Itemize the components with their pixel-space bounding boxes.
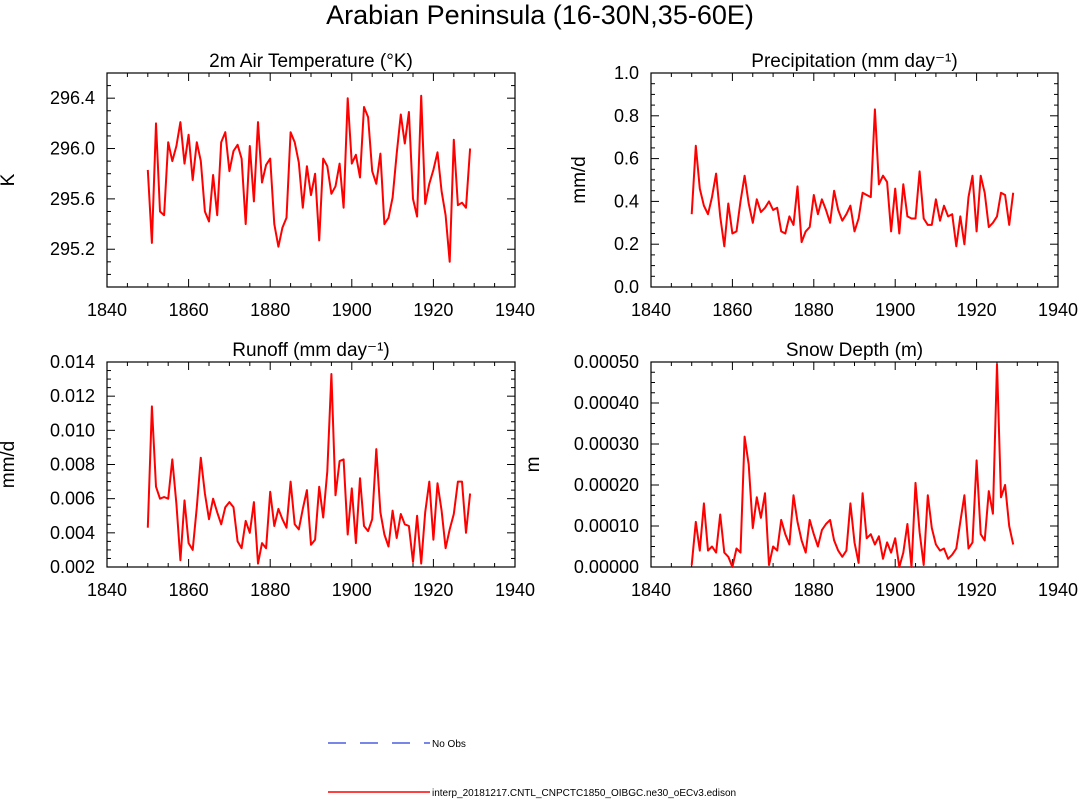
- series-line-model-runoff: [146, 373, 472, 565]
- chart-title-air-temperature: 2m Air Temperature (°K): [209, 51, 413, 72]
- x-tick-label: 1900: [332, 580, 372, 600]
- y-tick-label: 0.008: [50, 455, 95, 475]
- x-tick-label: 1880: [794, 300, 834, 320]
- panel-runoff: Runoff (mm day⁻¹) 1840 1860 1880 1900 1920 194…: [0, 340, 535, 600]
- y-tick-label: 0.6: [614, 149, 639, 169]
- y-tick-label: 0.004: [50, 523, 95, 543]
- x-tick-label: 1940: [1038, 580, 1078, 600]
- series-line-model-snow-depth: [690, 363, 1015, 568]
- x-tick-label: 1880: [250, 580, 290, 600]
- y-tick-label: 0.00010: [574, 516, 639, 536]
- y-tick-label: 0.8: [614, 106, 639, 126]
- x-tick-label: 1840: [631, 300, 671, 320]
- x-tick-label: 1940: [495, 580, 535, 600]
- x-tick-label: 1940: [495, 300, 535, 320]
- plot-frame-precipitation: [650, 72, 1059, 288]
- y-tick-label: 296.4: [50, 88, 95, 108]
- x-tick-label: 1900: [875, 580, 915, 600]
- x-tick-label: 1880: [250, 300, 290, 320]
- y-tick-label: 0.00000: [574, 557, 639, 577]
- y-axis-label-runoff: mm/d: [0, 441, 19, 489]
- y-axis-label-precipitation: mm/d: [569, 156, 590, 204]
- series-line-model-air-temperature: [146, 94, 472, 263]
- panel-air-temperature: 2m Air Temperature (°K) 1840 1860 1880 1900 1…: [0, 51, 535, 320]
- x-tick-label: 1860: [712, 580, 752, 600]
- y-tick-label: 0.0: [614, 277, 639, 297]
- x-tick-label: 1920: [957, 300, 997, 320]
- panel-snow-depth: Snow Depth (m) 1840 1860 1880 1900 1920 1940 0.…: [523, 340, 1078, 600]
- x-tick-label: 1920: [413, 580, 453, 600]
- legend-no-obs-label: No Obs: [432, 739, 466, 750]
- y-tick-label: 295.6: [50, 189, 95, 209]
- y-tick-label: 0.00050: [574, 352, 639, 372]
- y-tick-label: 0.010: [50, 420, 95, 440]
- y-tick-label: 0.00030: [574, 434, 639, 454]
- x-tick-label: 1900: [332, 300, 372, 320]
- panel-precipitation: Precipitation (mm day⁻¹) 1840 1860 1880 1900…: [569, 51, 1078, 320]
- y-tick-label: 295.2: [50, 239, 95, 259]
- x-tick-label: 1840: [631, 580, 671, 600]
- y-axis-label-air-temperature: K: [0, 173, 19, 186]
- y-axis-label-snow-depth: m: [523, 457, 544, 473]
- x-tick-label: 1860: [169, 580, 209, 600]
- x-tick-label: 1840: [87, 580, 127, 600]
- x-tick-label: 1860: [169, 300, 209, 320]
- y-tick-label: 0.014: [50, 352, 95, 372]
- y-tick-label: 0.4: [614, 191, 639, 211]
- legend: No Obs interp_20181217.CNTL_CNPCTC1850_O…: [328, 739, 736, 799]
- y-tick-label: 0.2: [614, 234, 639, 254]
- legend-model-label: interp_20181217.CNTL_CNPCTC1850_OIBGC.ne…: [432, 788, 736, 799]
- y-tick-label: 0.002: [50, 557, 95, 577]
- x-tick-label: 1920: [413, 300, 453, 320]
- y-tick-label: 296.0: [50, 139, 95, 159]
- y-tick-label: 0.006: [50, 489, 95, 509]
- page-title: Arabian Peninsula (16-30N,35-60E): [326, 0, 754, 30]
- series-line-model-precipitation: [690, 108, 1015, 248]
- x-tick-label: 1940: [1038, 300, 1078, 320]
- y-tick-label: 0.012: [50, 386, 95, 406]
- x-tick-label: 1900: [875, 300, 915, 320]
- chart-title-precipitation: Precipitation (mm day⁻¹): [751, 51, 957, 72]
- x-tick-label: 1880: [794, 580, 834, 600]
- x-tick-label: 1860: [712, 300, 752, 320]
- y-tick-label: 0.00020: [574, 475, 639, 495]
- plot-frame-air-temperature: [106, 72, 516, 288]
- y-tick-label: 1.0: [614, 63, 639, 83]
- chart-title-runoff: Runoff (mm day⁻¹): [232, 340, 390, 361]
- y-tick-label: 0.00040: [574, 393, 639, 413]
- x-tick-label: 1920: [957, 580, 997, 600]
- chart-title-snow-depth: Snow Depth (m): [786, 340, 923, 361]
- x-tick-label: 1840: [87, 300, 127, 320]
